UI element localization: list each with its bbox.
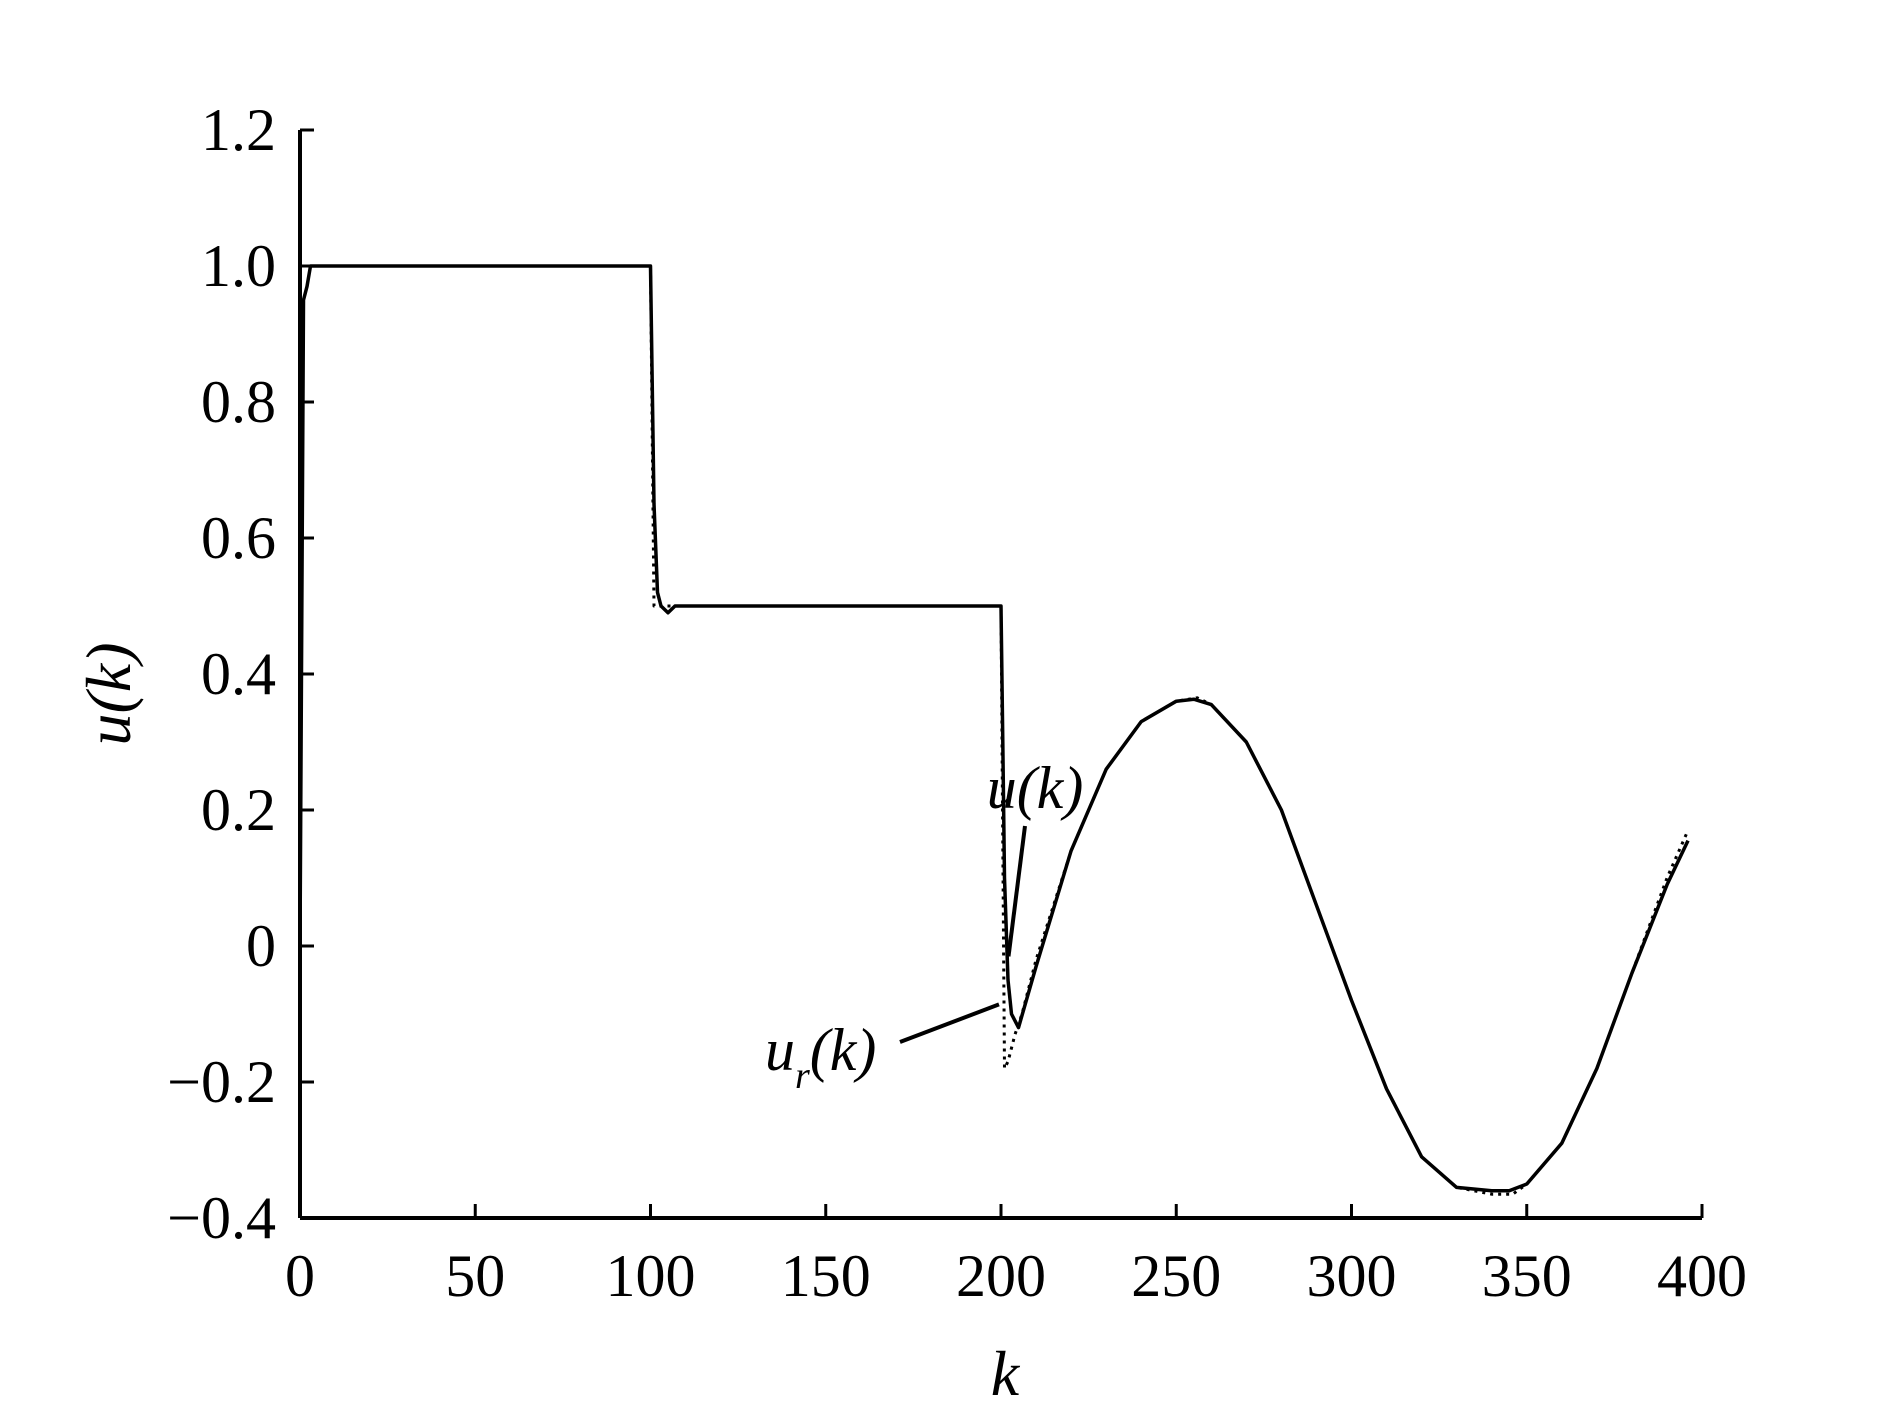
x-tick-label: 0 — [285, 1243, 315, 1309]
annotation-u-leader — [1006, 825, 1027, 957]
y-tick-label: 1.0 — [201, 233, 276, 299]
axes-layer: 0 50 100 150 200 250 300 350 400 −0.4 −0.2 0 0.2 0.4 0… — [167, 97, 1747, 1309]
x-tick-label: 150 — [781, 1243, 871, 1309]
x-tick-label: 250 — [1131, 1243, 1221, 1309]
x-tick-label: 300 — [1307, 1243, 1397, 1309]
annotation-u-label: u(k) — [987, 755, 1084, 821]
x-tick-label: 50 — [445, 1243, 505, 1309]
series-layer — [298, 264, 1690, 1196]
x-tick-label: 200 — [956, 1243, 1046, 1309]
y-tick-label: −0.4 — [167, 1185, 276, 1251]
x-tick-label: 400 — [1657, 1243, 1747, 1309]
y-tick-label: −0.2 — [167, 1049, 276, 1115]
x-tick-label: 100 — [606, 1243, 696, 1309]
y-tick-label: 0 — [246, 913, 276, 979]
annotation-ur-label: ur(k) — [765, 1017, 876, 1097]
y-tick-label: 0.8 — [201, 369, 276, 435]
y-axis-title: u(k) — [73, 642, 144, 745]
y-tick-label: 0.2 — [201, 777, 276, 843]
annotation-layer: u(k) ur(k) — [765, 755, 1083, 1097]
x-axis-title: k — [991, 1338, 1021, 1409]
series-line-ur — [300, 264, 1690, 1196]
annotation-ur-leader — [899, 1002, 1000, 1044]
y-tick-label: 1.2 — [201, 97, 276, 163]
series-line-u — [298, 264, 1690, 1193]
y-tick-label: 0.4 — [201, 641, 276, 707]
y-tick-label: 0.6 — [201, 505, 276, 571]
x-tick-label: 350 — [1482, 1243, 1572, 1309]
